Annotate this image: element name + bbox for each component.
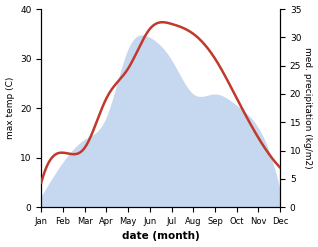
Y-axis label: max temp (C): max temp (C): [5, 77, 15, 139]
X-axis label: date (month): date (month): [122, 231, 200, 242]
Y-axis label: med. precipitation (kg/m2): med. precipitation (kg/m2): [303, 47, 313, 169]
